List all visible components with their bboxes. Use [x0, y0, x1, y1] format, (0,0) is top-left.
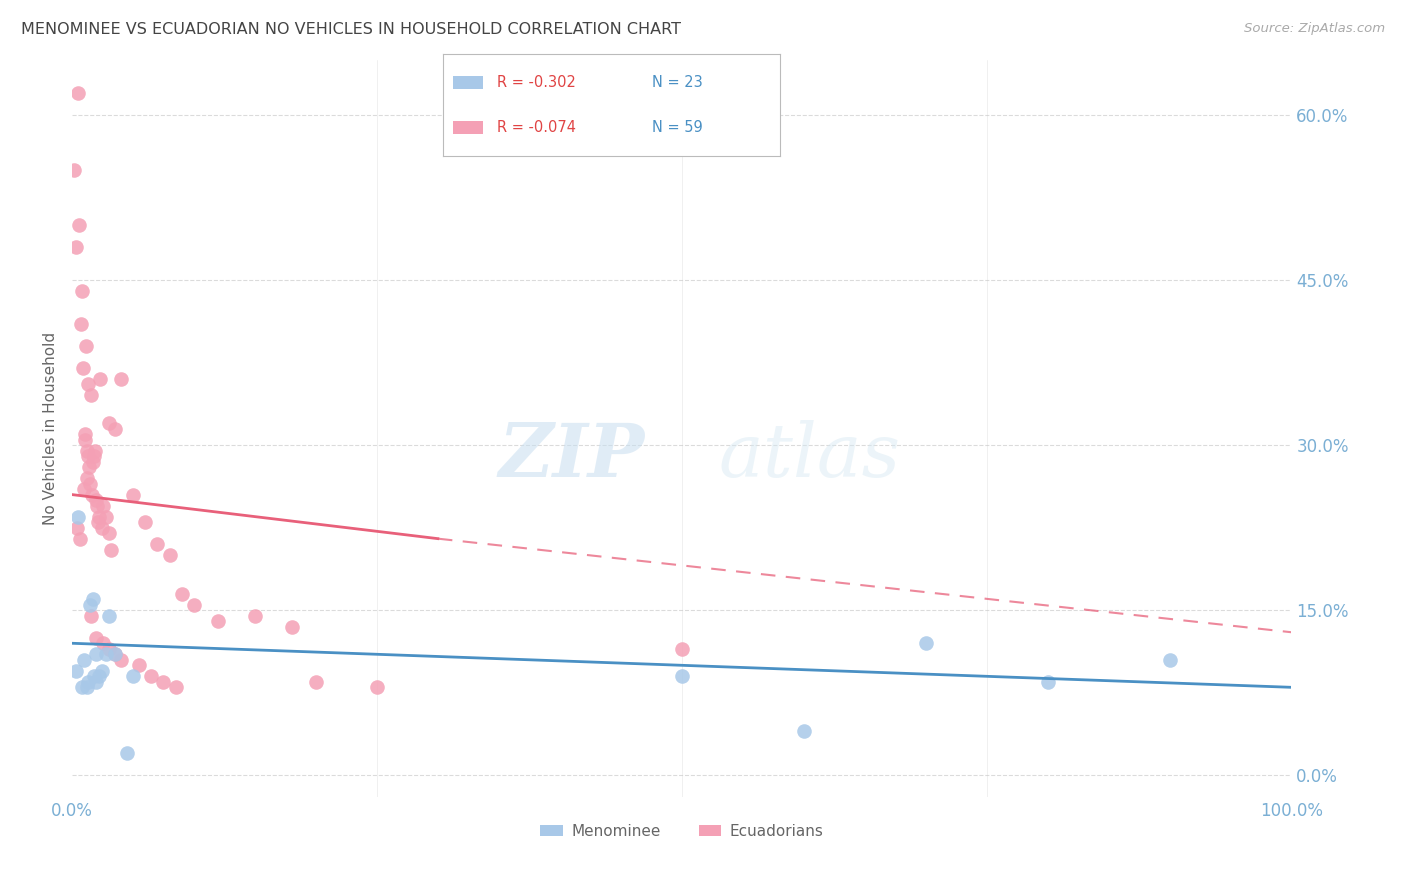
Point — [86, 647, 108, 661]
Point — [80, 608, 103, 623]
Point — [141, 669, 163, 683]
Point — [70, 284, 93, 298]
Point — [86, 674, 108, 689]
Point — [76, 443, 98, 458]
Point — [97, 608, 120, 623]
Point — [79, 476, 101, 491]
Point — [66, 521, 89, 535]
Point — [243, 608, 266, 623]
Point — [82, 454, 104, 468]
Point — [96, 647, 118, 661]
Point — [122, 669, 145, 683]
Point — [1159, 653, 1181, 667]
Point — [83, 449, 105, 463]
Point — [75, 433, 97, 447]
Point — [75, 339, 97, 353]
Point — [152, 674, 174, 689]
Point — [86, 493, 108, 508]
Point — [104, 421, 127, 435]
Point — [82, 592, 104, 607]
Point — [86, 499, 108, 513]
Point — [146, 537, 169, 551]
Text: N = 59: N = 59 — [652, 120, 703, 135]
Point — [280, 620, 302, 634]
Point — [97, 526, 120, 541]
Text: N = 23: N = 23 — [652, 75, 703, 90]
Point — [77, 460, 100, 475]
Point — [128, 658, 150, 673]
Point — [65, 664, 87, 678]
Point — [98, 416, 121, 430]
Point — [67, 86, 90, 100]
Point — [671, 669, 693, 683]
Point — [63, 162, 86, 177]
Point — [91, 664, 114, 678]
Point — [115, 747, 138, 761]
Point — [65, 240, 87, 254]
Point — [305, 674, 328, 689]
Legend: Menominee, Ecuadorians: Menominee, Ecuadorians — [534, 818, 830, 845]
Point — [76, 449, 98, 463]
Point — [84, 443, 107, 458]
Point — [110, 653, 132, 667]
Bar — [453, 120, 484, 134]
Point — [89, 372, 111, 386]
Text: atlas: atlas — [718, 420, 900, 492]
Point — [134, 515, 156, 529]
Text: Source: ZipAtlas.com: Source: ZipAtlas.com — [1244, 22, 1385, 36]
Point — [70, 681, 93, 695]
Point — [96, 509, 118, 524]
Point — [73, 653, 96, 667]
Point — [671, 641, 693, 656]
Point — [67, 509, 90, 524]
Point — [104, 647, 127, 661]
Text: R = -0.302: R = -0.302 — [496, 75, 575, 90]
Point — [79, 598, 101, 612]
Point — [86, 515, 108, 529]
Point — [77, 377, 100, 392]
Text: R = -0.074: R = -0.074 — [496, 120, 576, 135]
Point — [914, 636, 936, 650]
Point — [69, 532, 91, 546]
Point — [366, 681, 388, 695]
Point — [80, 388, 103, 402]
Point — [110, 372, 132, 386]
Point — [76, 674, 98, 689]
Point — [1036, 674, 1059, 689]
Point — [91, 499, 114, 513]
Bar — [453, 76, 484, 89]
Point — [87, 669, 110, 683]
Point — [67, 218, 90, 232]
Point — [76, 471, 98, 485]
Point — [91, 521, 114, 535]
Point — [159, 548, 181, 562]
Text: ZIP: ZIP — [499, 420, 645, 492]
Point — [165, 681, 187, 695]
Point — [80, 487, 103, 501]
Point — [793, 724, 815, 739]
Y-axis label: No Vehicles in Household: No Vehicles in Household — [44, 332, 58, 525]
Point — [76, 681, 98, 695]
Point — [170, 587, 193, 601]
Point — [73, 482, 96, 496]
Point — [86, 631, 108, 645]
Point — [87, 509, 110, 524]
Point — [97, 641, 120, 656]
Point — [183, 598, 205, 612]
Point — [122, 487, 145, 501]
Point — [91, 636, 114, 650]
Point — [69, 317, 91, 331]
Point — [83, 669, 105, 683]
Text: MENOMINEE VS ECUADORIAN NO VEHICLES IN HOUSEHOLD CORRELATION CHART: MENOMINEE VS ECUADORIAN NO VEHICLES IN H… — [21, 22, 681, 37]
Point — [104, 647, 127, 661]
Point — [100, 542, 122, 557]
Point — [207, 614, 229, 628]
Point — [73, 427, 96, 442]
Point — [72, 361, 94, 376]
